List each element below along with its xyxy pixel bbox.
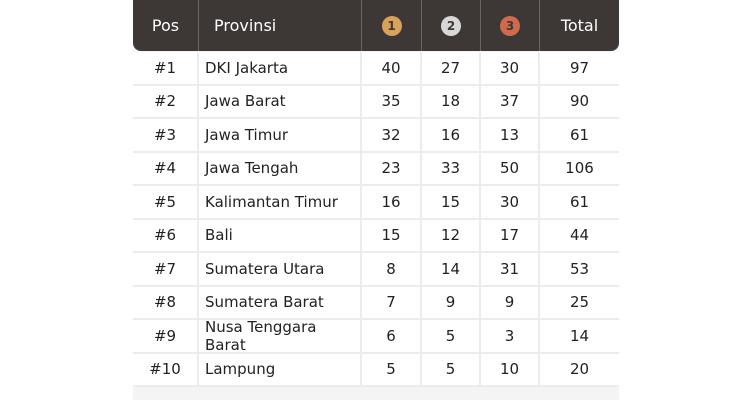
cell-pos: #7 (133, 253, 199, 287)
cell-bronze: 3 (481, 320, 540, 354)
cell-total: 61 (540, 119, 619, 153)
cell-silver: 15 (422, 186, 481, 220)
cell-silver: 9 (422, 286, 481, 320)
cell-silver: 5 (422, 320, 481, 354)
cell-pos: #3 (133, 119, 199, 153)
cell-gold: 23 (362, 152, 422, 186)
header-bronze: 3 (481, 0, 540, 51)
cell-pos: #9 (133, 320, 199, 354)
header-total: Total (560, 16, 599, 35)
table-row: #9 Nusa Tenggara Barat 6 5 3 14 (133, 318, 619, 354)
medal-table: Pos Provinsi 1 2 3 Total #1 DKI Jakarta 40… (133, 0, 619, 400)
cell-pos: #8 (133, 286, 199, 320)
table-row: #2 Jawa Barat 35 18 37 90 (133, 85, 619, 119)
cell-silver: 14 (422, 253, 481, 287)
cell-total: 90 (540, 86, 619, 119)
cell-bronze: 31 (481, 253, 540, 287)
table-row: #7 Sumatera Utara 8 14 31 53 (133, 253, 619, 287)
cell-province: Bali (199, 219, 362, 253)
cell-total: 61 (540, 186, 619, 220)
cell-province: Sumatera Barat (199, 286, 362, 320)
cell-gold: 7 (362, 286, 422, 320)
table-header: Pos Provinsi 1 2 3 Total (133, 0, 619, 51)
cell-province: Lampung (199, 353, 362, 387)
cell-province: Jawa Timur (199, 119, 362, 153)
cell-province: DKI Jakarta (199, 52, 362, 86)
header-gold: 1 (362, 0, 422, 51)
cell-gold: 40 (362, 52, 422, 86)
table-row: #5 Kalimantan Timur 16 15 30 61 (133, 186, 619, 220)
table-body: #1 DKI Jakarta 40 27 30 97 #2 Jawa Barat 35 18 37 9… (133, 52, 619, 387)
cell-total: 20 (540, 354, 619, 387)
cell-silver: 5 (422, 353, 481, 387)
header-silver: 2 (422, 0, 481, 51)
cell-total: 25 (540, 287, 619, 320)
cell-gold: 8 (362, 253, 422, 287)
cell-pos: #2 (133, 85, 199, 119)
cell-province: Sumatera Utara (199, 253, 362, 287)
cell-gold: 6 (362, 320, 422, 354)
table-row: #4 Jawa Tengah 23 33 50 106 (133, 152, 619, 186)
table-row: #10 Lampung 5 5 10 20 (133, 353, 619, 387)
table-row: #6 Bali 15 12 17 44 (133, 219, 619, 253)
cell-bronze: 13 (481, 119, 540, 153)
cell-total: 106 (540, 153, 619, 186)
cell-province: Jawa Barat (199, 85, 362, 119)
cell-total: 44 (540, 220, 619, 253)
cell-gold: 32 (362, 119, 422, 153)
cell-silver: 12 (422, 219, 481, 253)
cell-total: 14 (540, 320, 619, 354)
cell-bronze: 50 (481, 152, 540, 186)
cell-bronze: 30 (481, 52, 540, 86)
cell-bronze: 30 (481, 186, 540, 220)
cell-pos: #6 (133, 219, 199, 253)
cell-gold: 15 (362, 219, 422, 253)
cell-pos: #5 (133, 186, 199, 220)
cell-bronze: 37 (481, 85, 540, 119)
bronze-medal-icon: 3 (500, 15, 520, 36)
cell-province: Jawa Tengah (199, 152, 362, 186)
silver-medal-icon: 2 (441, 15, 461, 36)
gold-medal-icon: 1 (381, 15, 402, 36)
cell-gold: 35 (362, 85, 422, 119)
table-row: #3 Jawa Timur 32 16 13 61 (133, 119, 619, 153)
cell-silver: 33 (422, 152, 481, 186)
cell-province: Kalimantan Timur (199, 186, 362, 220)
cell-gold: 16 (362, 186, 422, 220)
cell-total: 97 (540, 52, 619, 86)
cell-total: 53 (540, 253, 619, 287)
table-row: #1 DKI Jakarta 40 27 30 97 (133, 52, 619, 86)
cell-silver: 16 (422, 119, 481, 153)
cell-province: Nusa Tenggara Barat (199, 318, 362, 354)
header-provinsi: Provinsi (199, 0, 362, 51)
table-row: #8 Sumatera Barat 7 9 9 25 (133, 286, 619, 320)
cell-silver: 27 (422, 52, 481, 86)
cell-pos: #4 (133, 152, 199, 186)
cell-silver: 18 (422, 85, 481, 119)
cell-pos: #1 (133, 52, 199, 86)
cell-pos: #10 (133, 353, 199, 387)
cell-bronze: 9 (481, 286, 540, 320)
cell-bronze: 17 (481, 219, 540, 253)
header-pos: Pos (133, 0, 199, 51)
cell-bronze: 10 (481, 353, 540, 387)
cell-gold: 5 (362, 353, 422, 387)
